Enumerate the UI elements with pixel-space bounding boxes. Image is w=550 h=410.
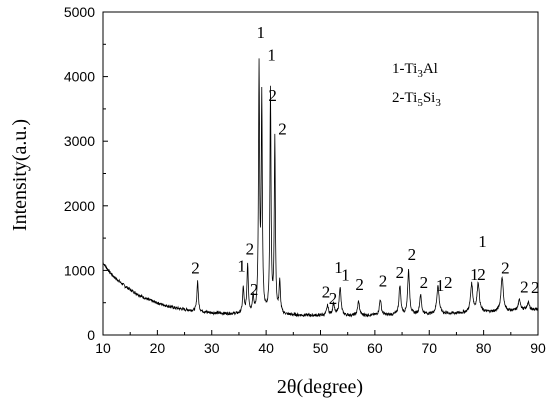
y-tick-label: 3000 (64, 133, 95, 149)
peak-label: 1 (436, 276, 445, 295)
x-tick-label: 40 (258, 340, 274, 356)
peak-label: 2 (329, 289, 338, 308)
peak-label: 2 (246, 239, 255, 258)
peak-label: 1 (470, 265, 479, 284)
y-tick-label: 2000 (64, 198, 95, 214)
peak-label: 2 (520, 277, 529, 296)
x-tick-label: 70 (421, 340, 437, 356)
legend-entry-1: 1-Ti3Al (392, 61, 438, 80)
y-axis-title: Intensity(a.u.) (9, 119, 31, 231)
legend-entry-2: 2-Ti5Si3 (392, 90, 441, 109)
xrd-pattern-line (102, 58, 539, 318)
peak-label: 1 (256, 23, 265, 42)
x-tick-label: 20 (150, 340, 166, 356)
y-tick-label: 5000 (64, 4, 95, 20)
peak-label: 2 (420, 273, 429, 292)
y-axis-ticks: 0 1000 2000 3000 4000 5000 (64, 4, 108, 343)
peak-label: 2 (444, 273, 453, 292)
peak-label: 2 (268, 86, 277, 105)
peak-label: 2 (355, 275, 364, 294)
x-axis-ticks: 10 20 30 40 50 60 70 80 90 (95, 330, 546, 356)
y-tick-label: 0 (87, 327, 95, 343)
x-tick-label: 90 (530, 340, 546, 356)
x-axis-title: 2θ(degree) (277, 376, 363, 398)
peak-label: 2 (379, 272, 388, 291)
peak-label: 1 (341, 266, 350, 285)
x-tick-label: 30 (204, 340, 220, 356)
x-tick-label: 80 (476, 340, 492, 356)
peak-label: 2 (322, 283, 331, 302)
peak-label: 2 (250, 280, 259, 299)
y-tick-label: 1000 (64, 262, 95, 278)
peak-label: 2 (396, 263, 405, 282)
peak-label: 2 (278, 120, 287, 139)
plot-frame (102, 11, 539, 336)
peak-label: 1 (478, 232, 487, 251)
x-tick-label: 60 (367, 340, 383, 356)
peak-label: 1 (237, 257, 246, 276)
peak-label: 2 (501, 259, 510, 278)
x-tick-label: 10 (95, 340, 111, 356)
peak-label: 2 (408, 245, 417, 264)
legend: 1-Ti3Al 2-Ti5Si3 (392, 61, 441, 109)
peak-label: 2 (531, 278, 540, 297)
peak-label: 2 (191, 259, 200, 278)
x-tick-label: 50 (313, 340, 329, 356)
peak-label: 1 (334, 258, 343, 277)
y-tick-label: 4000 (64, 69, 95, 85)
peak-label: 2 (477, 265, 486, 284)
peak-label: 1 (267, 45, 276, 64)
